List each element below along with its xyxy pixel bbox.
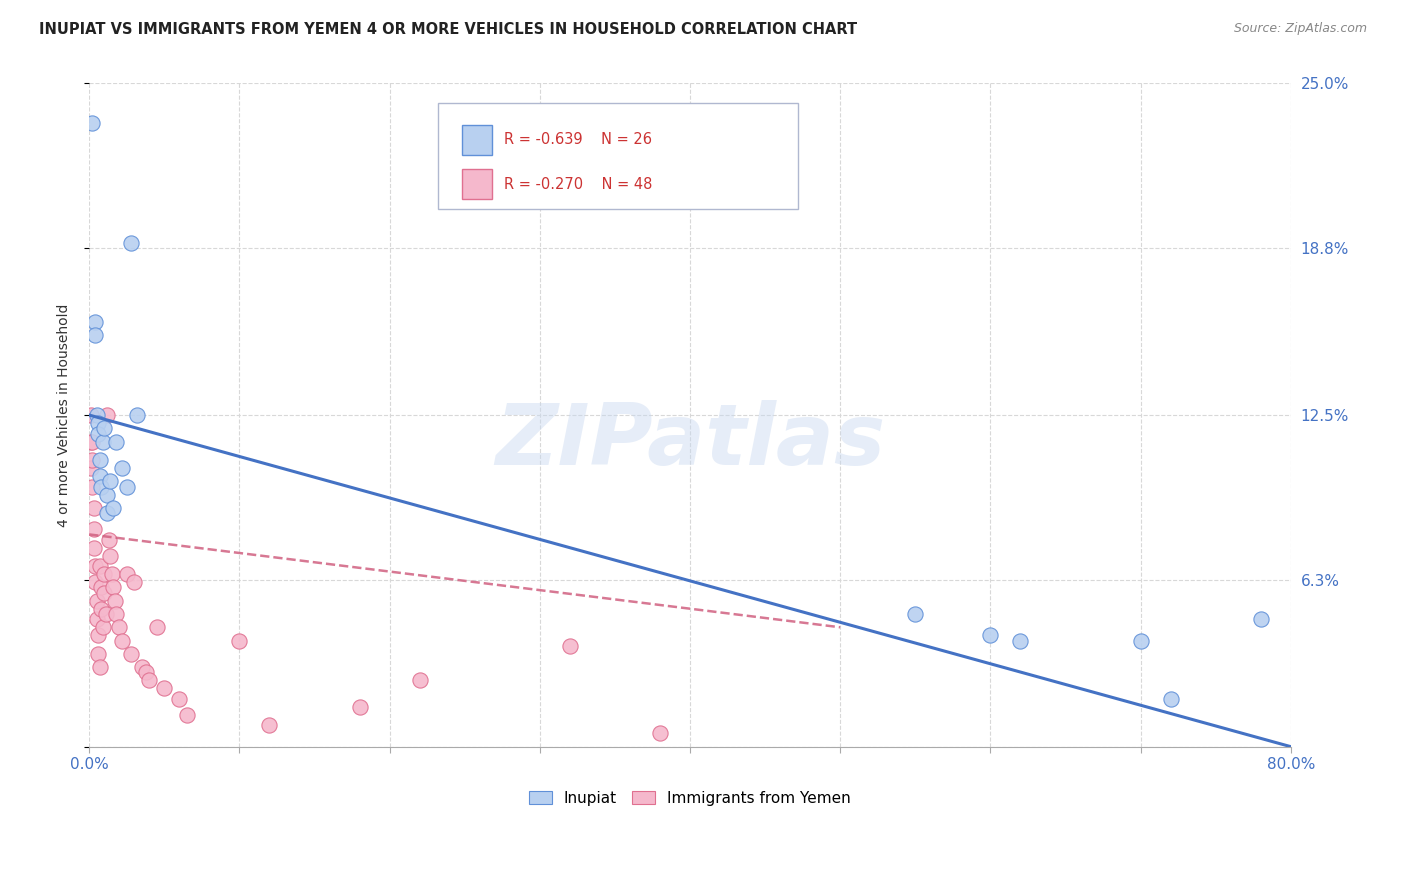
Point <box>1160 692 1182 706</box>
Point <box>131 660 153 674</box>
Point <box>259 718 281 732</box>
Point <box>138 673 160 688</box>
Point <box>80 434 103 449</box>
Point <box>153 681 176 696</box>
Legend: Inupiat, Immigrants from Yemen: Inupiat, Immigrants from Yemen <box>523 785 858 812</box>
Point <box>93 421 115 435</box>
Text: ZIPatlas: ZIPatlas <box>495 401 886 483</box>
Point <box>83 522 105 536</box>
Point <box>93 567 115 582</box>
Point <box>87 416 110 430</box>
Point <box>1129 633 1152 648</box>
Point <box>115 480 138 494</box>
Text: INUPIAT VS IMMIGRANTS FROM YEMEN 4 OR MORE VEHICLES IN HOUSEHOLD CORRELATION CHA: INUPIAT VS IMMIGRANTS FROM YEMEN 4 OR MO… <box>39 22 858 37</box>
Point <box>103 500 125 515</box>
Point <box>87 426 110 441</box>
Point <box>89 660 111 674</box>
Point <box>558 639 581 653</box>
Point <box>105 607 128 621</box>
Point <box>89 469 111 483</box>
Point <box>91 620 114 634</box>
Point <box>103 581 125 595</box>
Point <box>89 453 111 467</box>
Point <box>176 707 198 722</box>
FancyBboxPatch shape <box>461 169 492 199</box>
Point <box>83 500 105 515</box>
Point <box>80 408 103 422</box>
Text: R = -0.270    N = 48: R = -0.270 N = 48 <box>503 177 652 192</box>
Point <box>104 593 127 607</box>
Point <box>96 488 118 502</box>
Point <box>86 593 108 607</box>
Point <box>82 453 104 467</box>
Point <box>115 567 138 582</box>
Point <box>120 235 142 250</box>
Text: R = -0.639    N = 26: R = -0.639 N = 26 <box>503 132 652 147</box>
FancyBboxPatch shape <box>461 125 492 154</box>
Point <box>124 575 146 590</box>
Point <box>135 665 157 680</box>
Point <box>96 506 118 520</box>
Point <box>97 533 120 547</box>
Point <box>86 408 108 422</box>
Point <box>111 461 134 475</box>
Point <box>84 328 107 343</box>
Point <box>349 699 371 714</box>
Point <box>127 408 149 422</box>
Point <box>98 475 121 489</box>
Point <box>648 726 671 740</box>
Point <box>94 607 117 621</box>
Point <box>82 434 104 449</box>
Point <box>111 633 134 648</box>
Point <box>408 673 430 688</box>
Point <box>1250 612 1272 626</box>
Point <box>105 434 128 449</box>
Point <box>84 559 107 574</box>
Point <box>169 692 191 706</box>
Point <box>120 647 142 661</box>
Point <box>82 116 104 130</box>
Point <box>1010 633 1032 648</box>
Point <box>904 607 927 621</box>
Point <box>90 480 112 494</box>
Point <box>87 628 110 642</box>
Point <box>84 315 107 329</box>
Point <box>979 628 1001 642</box>
Point <box>84 575 107 590</box>
Point <box>93 586 115 600</box>
Point <box>89 559 111 574</box>
Point <box>96 408 118 422</box>
Point <box>80 461 103 475</box>
Point <box>146 620 169 634</box>
Point <box>91 434 114 449</box>
Text: Source: ZipAtlas.com: Source: ZipAtlas.com <box>1233 22 1367 36</box>
Point <box>90 601 112 615</box>
Point <box>108 620 131 634</box>
Point <box>82 480 104 494</box>
Point <box>228 633 250 648</box>
Point <box>83 541 105 555</box>
Point <box>100 567 122 582</box>
FancyBboxPatch shape <box>437 103 799 210</box>
Point <box>87 647 110 661</box>
Y-axis label: 4 or more Vehicles in Household: 4 or more Vehicles in Household <box>58 303 72 527</box>
Point <box>90 581 112 595</box>
Point <box>86 612 108 626</box>
Point <box>98 549 121 563</box>
